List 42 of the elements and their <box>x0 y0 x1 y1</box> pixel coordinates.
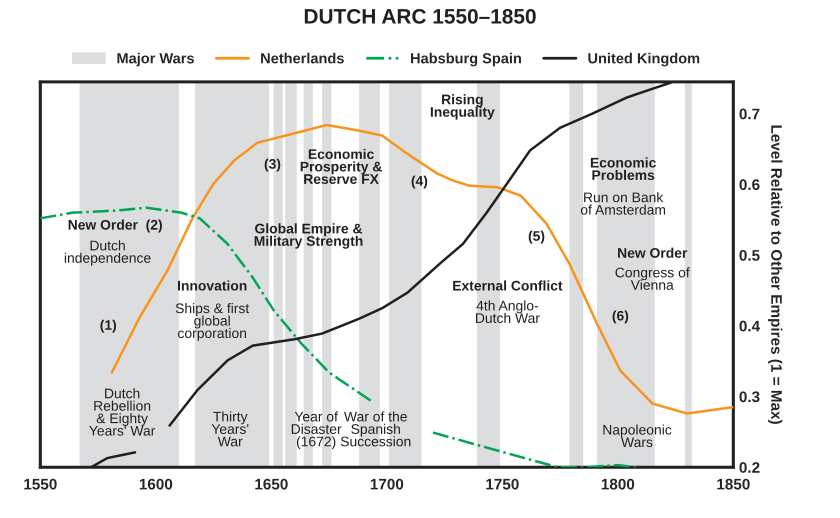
annotation: (6) <box>612 310 628 324</box>
y-tick-label: 0.3 <box>739 391 760 402</box>
legend-label: Netherlands <box>261 52 344 64</box>
chart-title: DUTCH ARC 1550–1850 <box>304 8 536 24</box>
x-tick-label: 1600 <box>140 478 172 490</box>
annotation: Run on Bank of Amsterdam <box>580 192 666 215</box>
y-tick-label: 0.4 <box>739 320 760 332</box>
annotation: New Order <box>618 248 688 258</box>
x-tick-label: 1550 <box>24 478 57 490</box>
annotation: War of the Spanish Succession <box>340 411 410 446</box>
annotation: (4) <box>412 176 428 189</box>
legend-label: Major Wars <box>117 52 194 66</box>
annotation: Global Empire & Military Strength <box>254 223 362 249</box>
annotation: External Conflict <box>453 280 562 291</box>
annotation: New Order (2) <box>68 220 162 232</box>
annotation: (1) <box>100 320 116 333</box>
annotation: Napoleonic Wars <box>603 424 672 448</box>
legend-label: United Kingdom <box>588 52 700 66</box>
annotation: Thirty Years' War <box>212 411 248 446</box>
annotation: (5) <box>528 230 544 244</box>
x-tick-label: 1750 <box>486 478 519 490</box>
annotation: Ships & first global corporation <box>176 303 250 341</box>
annotation: Economic Problems <box>590 157 656 180</box>
legend-label: Habsburg Spain <box>411 52 521 66</box>
annotation: Congress of Vienna <box>616 267 690 290</box>
y-tick-label: 0.7 <box>739 108 760 120</box>
annotation: Dutch independence <box>64 240 151 266</box>
annotation: (3) <box>264 158 280 172</box>
annotation: Economic Prosperity & Reserve FX <box>300 148 382 184</box>
x-tick-label: 1800 <box>602 478 634 490</box>
annotation: 4th Anglo- Dutch War <box>476 300 540 324</box>
annotation: Year of Disaster (1672) <box>292 411 342 450</box>
annotation: Rising Inequality <box>430 94 495 120</box>
x-tick-label: 1850 <box>717 478 750 490</box>
annotation: Dutch Rebellion & Eighty Years' War <box>89 388 156 436</box>
annotation: Innovation <box>178 280 246 291</box>
y-tick-label: 0.2 <box>739 462 760 473</box>
x-tick-label: 1700 <box>370 478 404 490</box>
y-axis-title: Level Relative to Other Empires (1 = Max) <box>768 125 782 424</box>
y-tick-label: 0.5 <box>739 250 760 261</box>
x-tick-label: 1650 <box>255 478 288 490</box>
y-tick-label: 0.6 <box>739 179 760 190</box>
